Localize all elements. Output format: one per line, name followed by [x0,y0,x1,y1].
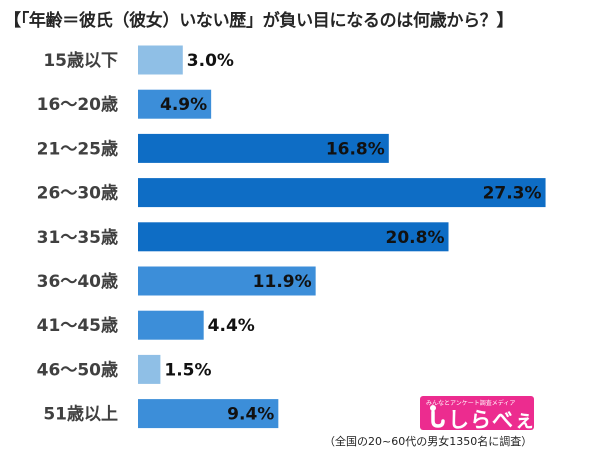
value-label: 11.9% [253,272,312,292]
value-label: 20.8% [386,228,445,248]
bar [138,45,183,75]
category-label: 31～35歳 [37,227,118,248]
bar [138,133,389,163]
value-label: 3.0% [187,51,234,71]
bar [138,399,279,429]
logo-mark-icon [430,405,445,428]
bar [138,178,546,208]
logo-text: しらべぇ [448,408,534,430]
value-label: 4.4% [208,316,255,336]
bar [138,266,316,296]
category-label: 41～45歳 [37,315,118,336]
category-label: 15歳以下 [43,50,118,71]
value-label: 1.5% [164,360,211,380]
bar [138,222,449,252]
value-label: 16.8% [326,139,385,159]
logo-tagline: みんなとアンケート調査メディア [426,400,516,407]
category-label: 36～40歳 [37,271,118,292]
category-label: 51歳以上 [43,404,118,425]
category-label: 26～30歳 [37,183,118,204]
category-label: 16～20歳 [37,94,118,115]
value-label: 9.4% [227,405,274,425]
value-label: 4.9% [160,95,207,115]
bar [138,89,212,119]
category-label: 46～50歳 [37,359,118,380]
shirabee-logo: みんなとアンケート調査メディア しらべぇ [420,396,534,430]
value-label: 27.3% [483,184,542,204]
bar [138,354,161,384]
category-label: 21～25歳 [37,138,118,159]
survey-footnote: （全国の20~60代の男女1350名に調査） [324,435,533,448]
chart-title: 【「年齢＝彼氏（彼女）いない歴」が負い目になるのは何歳から？】 [4,11,514,31]
bar [138,310,204,340]
